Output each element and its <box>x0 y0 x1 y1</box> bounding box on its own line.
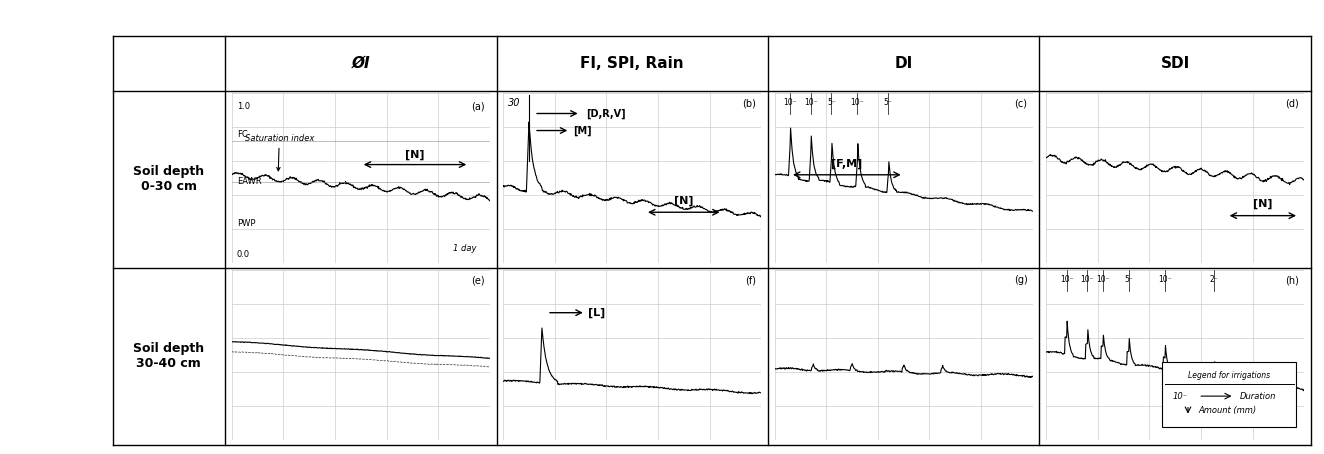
Text: 10⁻: 10⁻ <box>1080 275 1094 284</box>
Text: (d): (d) <box>1286 98 1299 108</box>
Text: Duration: Duration <box>1239 392 1276 400</box>
Text: 1.0: 1.0 <box>237 102 250 111</box>
Text: 2⁻: 2⁻ <box>1209 275 1218 284</box>
Text: 10⁻: 10⁻ <box>1096 275 1110 284</box>
Text: 10⁻: 10⁻ <box>804 98 817 107</box>
Text: 5⁻: 5⁻ <box>828 98 835 107</box>
FancyBboxPatch shape <box>1162 362 1296 427</box>
Text: (b): (b) <box>743 98 756 108</box>
Text: EAWR: EAWR <box>237 177 261 186</box>
Text: Soil depth
0-30 cm: Soil depth 0-30 cm <box>134 165 204 193</box>
Text: (h): (h) <box>1286 275 1299 285</box>
Text: DI: DI <box>895 56 912 71</box>
Text: (f): (f) <box>745 275 756 285</box>
Text: PWP: PWP <box>237 219 256 228</box>
Text: 0.0: 0.0 <box>237 250 250 258</box>
Text: [N]: [N] <box>674 196 694 206</box>
Text: 10⁻: 10⁻ <box>1158 275 1172 284</box>
Text: Legend for irrigations: Legend for irrigations <box>1188 370 1270 380</box>
Text: [D,R,V]: [D,R,V] <box>585 109 625 118</box>
Text: 1 day: 1 day <box>454 244 477 253</box>
Text: Soil depth
30-40 cm: Soil depth 30-40 cm <box>134 342 204 370</box>
Text: (g): (g) <box>1014 275 1027 285</box>
Text: [L]: [L] <box>588 307 605 318</box>
Text: FI, SPI, Rain: FI, SPI, Rain <box>580 56 685 71</box>
Text: 5⁻: 5⁻ <box>1124 275 1133 284</box>
Text: [N]: [N] <box>1253 199 1272 209</box>
Text: [N]: [N] <box>405 150 425 160</box>
Text: 10⁻: 10⁻ <box>1173 392 1188 400</box>
Text: [F,M]: [F,M] <box>831 158 862 168</box>
Text: ØI: ØI <box>351 56 371 71</box>
Text: (a): (a) <box>471 102 485 112</box>
Text: 10⁻: 10⁻ <box>1059 275 1074 284</box>
Text: [M]: [M] <box>573 125 592 136</box>
Text: FC: FC <box>237 130 248 139</box>
Text: (e): (e) <box>471 275 485 285</box>
Text: Saturation index: Saturation index <box>245 134 314 171</box>
Text: (c): (c) <box>1014 98 1027 108</box>
Text: 10⁻: 10⁻ <box>784 98 797 107</box>
Text: 5⁻: 5⁻ <box>883 98 892 107</box>
Text: 10⁻: 10⁻ <box>850 98 865 107</box>
Text: SDI: SDI <box>1160 56 1190 71</box>
Text: Amount (mm): Amount (mm) <box>1198 406 1256 415</box>
Text: 30: 30 <box>508 98 520 108</box>
